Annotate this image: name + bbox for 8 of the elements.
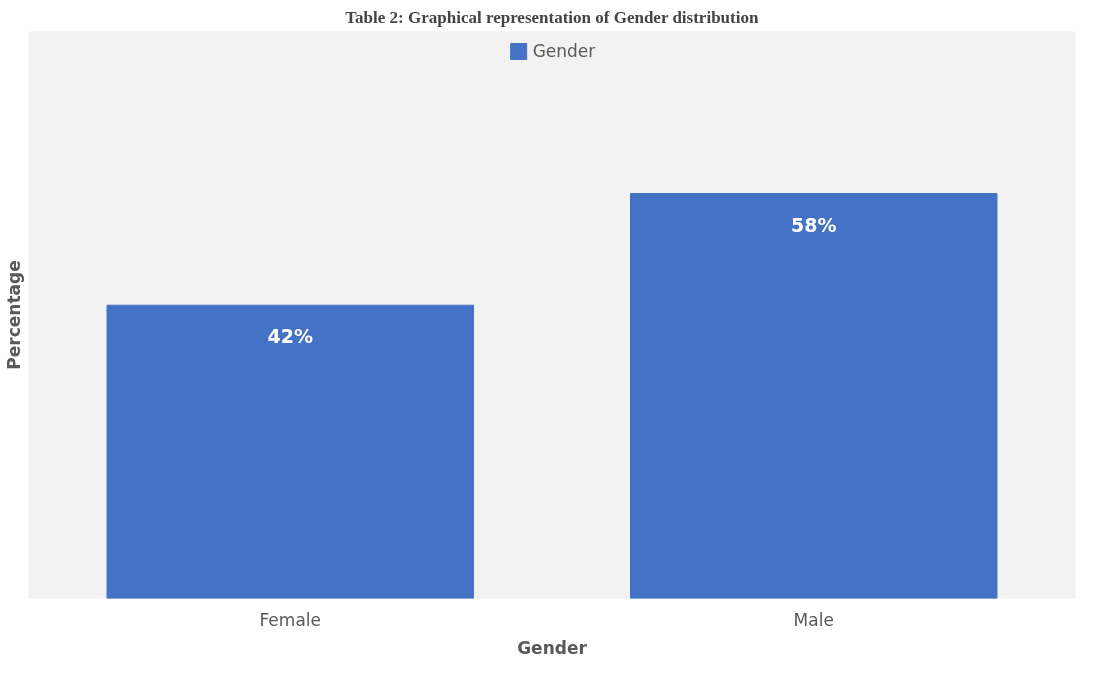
data-label: 58% [791, 213, 837, 236]
x-axis-title: Gender [517, 637, 588, 658]
chart-title: Table 2: Graphical representation of Gender distribution [345, 7, 759, 27]
y-axis-title: Percentage [3, 260, 24, 370]
data-label: 42% [267, 325, 313, 348]
x-tick-label: Female [259, 609, 321, 630]
x-tick-label: Male [793, 609, 834, 630]
legend-label: Gender [532, 41, 596, 61]
